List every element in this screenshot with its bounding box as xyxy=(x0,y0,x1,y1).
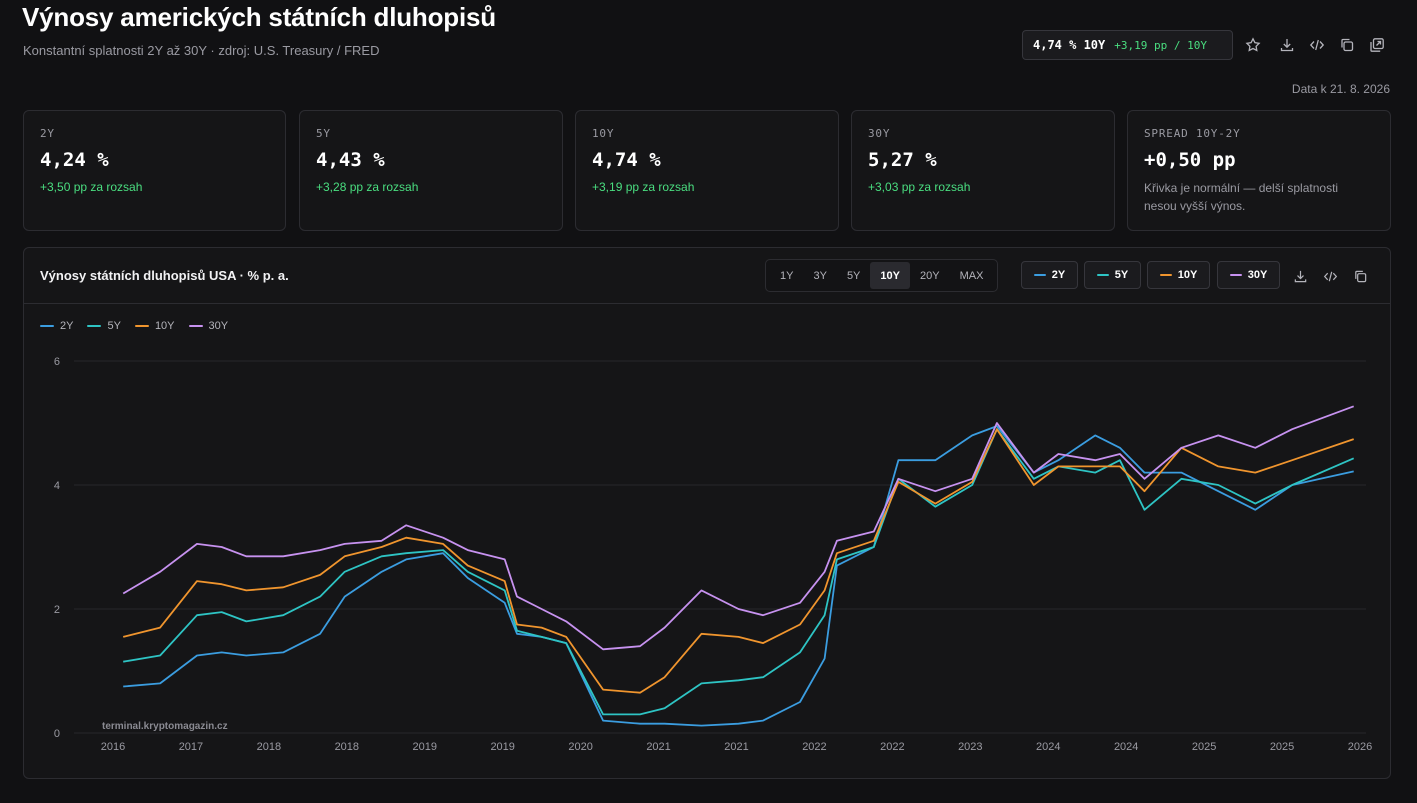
legend-item-30y[interactable]: 30Y xyxy=(188,320,229,332)
chart-panel: Výnosy státních dluhopisů USA · % p. a. … xyxy=(23,247,1391,779)
stat-change: +3,19 pp za rozsah xyxy=(592,180,695,194)
stat-label: 5Y xyxy=(316,127,331,140)
stat-card-10y: 10Y 4,74 % +3,19 pp za rozsah xyxy=(575,110,839,231)
series-toggle-5y[interactable]: 5Y xyxy=(1084,261,1141,289)
legend-item-5y[interactable]: 5Y xyxy=(87,320,121,332)
ticker-main: 4,74 % 10Y xyxy=(1033,38,1106,52)
ticker-badge: 4,74 % 10Y +3,19 pp / 10Y xyxy=(1022,30,1233,60)
legend-label: 10Y xyxy=(154,320,175,332)
spread-note: Křivka je normální — delší splatnosti ne… xyxy=(1144,181,1339,213)
legend-swatch xyxy=(87,325,102,327)
legend-swatch xyxy=(134,325,149,327)
stat-card-spread: SPREAD 10Y-2Y +0,50 pp Křivka je normáln… xyxy=(1127,110,1391,231)
x-tick-label: 2021 xyxy=(646,741,670,753)
page-subtitle: Konstantní splatnosti 2Y až 30Y · zdroj:… xyxy=(23,43,380,58)
stat-label: 30Y xyxy=(868,127,891,140)
legend-item-10y[interactable]: 10Y xyxy=(134,320,175,332)
range-max[interactable]: MAX xyxy=(959,269,984,282)
legend-swatch xyxy=(40,325,54,327)
x-tick-label: 2017 xyxy=(179,741,203,753)
stat-change: +3,28 pp za rozsah xyxy=(316,180,419,194)
range-selector: 1Y 3Y 5Y 10Y 20Y MAX xyxy=(765,259,999,292)
series-line-30y xyxy=(122,405,1355,651)
x-tick-label: 2019 xyxy=(413,741,437,753)
legend-label: 2Y xyxy=(60,320,74,332)
series-toggle-label: 5Y xyxy=(1114,269,1129,281)
series-line-10y xyxy=(122,428,1354,694)
ticker-change: +3,19 pp / 10Y xyxy=(1114,38,1207,52)
chart-watermark: terminal.kryptomagazin.cz xyxy=(102,721,228,732)
copy-icon[interactable] xyxy=(1351,267,1369,285)
x-tick-label: 2021 xyxy=(724,741,748,753)
chart-panel-header: Výnosy státních dluhopisů USA · % p. a. … xyxy=(24,248,1390,304)
series-swatch xyxy=(1033,274,1046,276)
x-tick-label: 2025 xyxy=(1270,741,1294,753)
download-icon[interactable] xyxy=(1291,267,1309,285)
legend-label: 5Y xyxy=(107,320,121,332)
open-in-new-icon[interactable] xyxy=(1368,36,1386,54)
chart-legend: 2Y 5Y 10Y 30Y xyxy=(40,320,228,332)
star-icon[interactable] xyxy=(1244,36,1262,54)
x-tick-label: 2024 xyxy=(1036,741,1060,753)
page-title: Výnosy amerických státních dluhopisů xyxy=(22,2,496,32)
code-icon[interactable] xyxy=(1308,36,1326,54)
stat-card-2y: 2Y 4,24 % +3,50 pp za rozsah xyxy=(23,110,286,231)
series-line-2y xyxy=(123,425,1354,727)
stat-value: 4,43 % xyxy=(316,149,385,171)
series-swatch xyxy=(1159,274,1172,276)
x-tick-label: 2016 xyxy=(101,741,125,753)
x-tick-label: 2023 xyxy=(958,741,982,753)
range-5y[interactable]: 5Y xyxy=(846,269,861,282)
series-toggle-label: 10Y xyxy=(1177,269,1198,281)
as-of-date: Data k 21. 8. 2026 xyxy=(1291,82,1390,96)
series-swatch xyxy=(1096,274,1109,276)
stat-card-5y: 5Y 4,43 % +3,28 pp za rozsah xyxy=(299,110,563,231)
x-tick-label: 2026 xyxy=(1348,741,1372,753)
series-toggle-label: 2Y xyxy=(1051,269,1066,281)
legend-item-2y[interactable]: 2Y xyxy=(40,320,73,332)
series-toggle-10y[interactable]: 10Y xyxy=(1147,261,1210,289)
y-tick-label: 6 xyxy=(54,356,60,368)
x-tick-label: 2025 xyxy=(1192,741,1216,753)
range-10y[interactable]: 10Y xyxy=(870,262,910,289)
legend-label: 30Y xyxy=(208,320,229,332)
range-1y[interactable]: 1Y xyxy=(780,269,794,282)
stat-value: +0,50 pp xyxy=(1144,149,1236,171)
series-toggle-30y[interactable]: 30Y xyxy=(1217,261,1280,289)
copy-icon[interactable] xyxy=(1338,36,1356,54)
stat-label: 2Y xyxy=(40,127,55,140)
legend-swatch xyxy=(188,325,203,327)
range-3y[interactable]: 3Y xyxy=(813,269,827,282)
y-tick-label: 4 xyxy=(54,480,60,492)
x-tick-label: 2022 xyxy=(880,741,904,753)
stat-value: 5,27 % xyxy=(868,149,937,171)
stat-value: 4,74 % xyxy=(592,149,661,171)
y-tick-label: 0 xyxy=(54,728,60,740)
series-toggle-2y[interactable]: 2Y xyxy=(1021,261,1078,289)
stat-change: +3,50 pp za rozsah xyxy=(40,180,143,194)
x-tick-label: 2019 xyxy=(490,741,514,753)
y-tick-label: 2 xyxy=(54,604,60,616)
range-20y[interactable]: 20Y xyxy=(919,269,940,282)
stat-label: SPREAD 10Y-2Y xyxy=(1144,127,1241,140)
series-toggle-label: 30Y xyxy=(1247,269,1268,281)
x-tick-label: 2022 xyxy=(802,741,826,753)
chart-panel-title: Výnosy státních dluhopisů USA · % p. a. xyxy=(40,268,289,283)
x-tick-label: 2024 xyxy=(1114,741,1138,753)
code-icon[interactable] xyxy=(1321,267,1339,285)
series-swatch xyxy=(1229,274,1242,276)
stat-change: +3,03 pp za rozsah xyxy=(868,180,971,194)
stat-label: 10Y xyxy=(592,127,615,140)
x-tick-label: 2018 xyxy=(335,741,359,753)
stat-value: 4,24 % xyxy=(40,149,109,171)
x-tick-label: 2018 xyxy=(257,741,281,753)
yield-line-chart[interactable]: 0 2 4 6 2016 2017 2018 2018 2019 2019 2020 2021 2021… xyxy=(24,248,1390,778)
download-icon[interactable] xyxy=(1278,36,1296,54)
stat-card-30y: 30Y 5,27 % +3,03 pp za rozsah xyxy=(851,110,1115,231)
x-tick-label: 2020 xyxy=(568,741,592,753)
